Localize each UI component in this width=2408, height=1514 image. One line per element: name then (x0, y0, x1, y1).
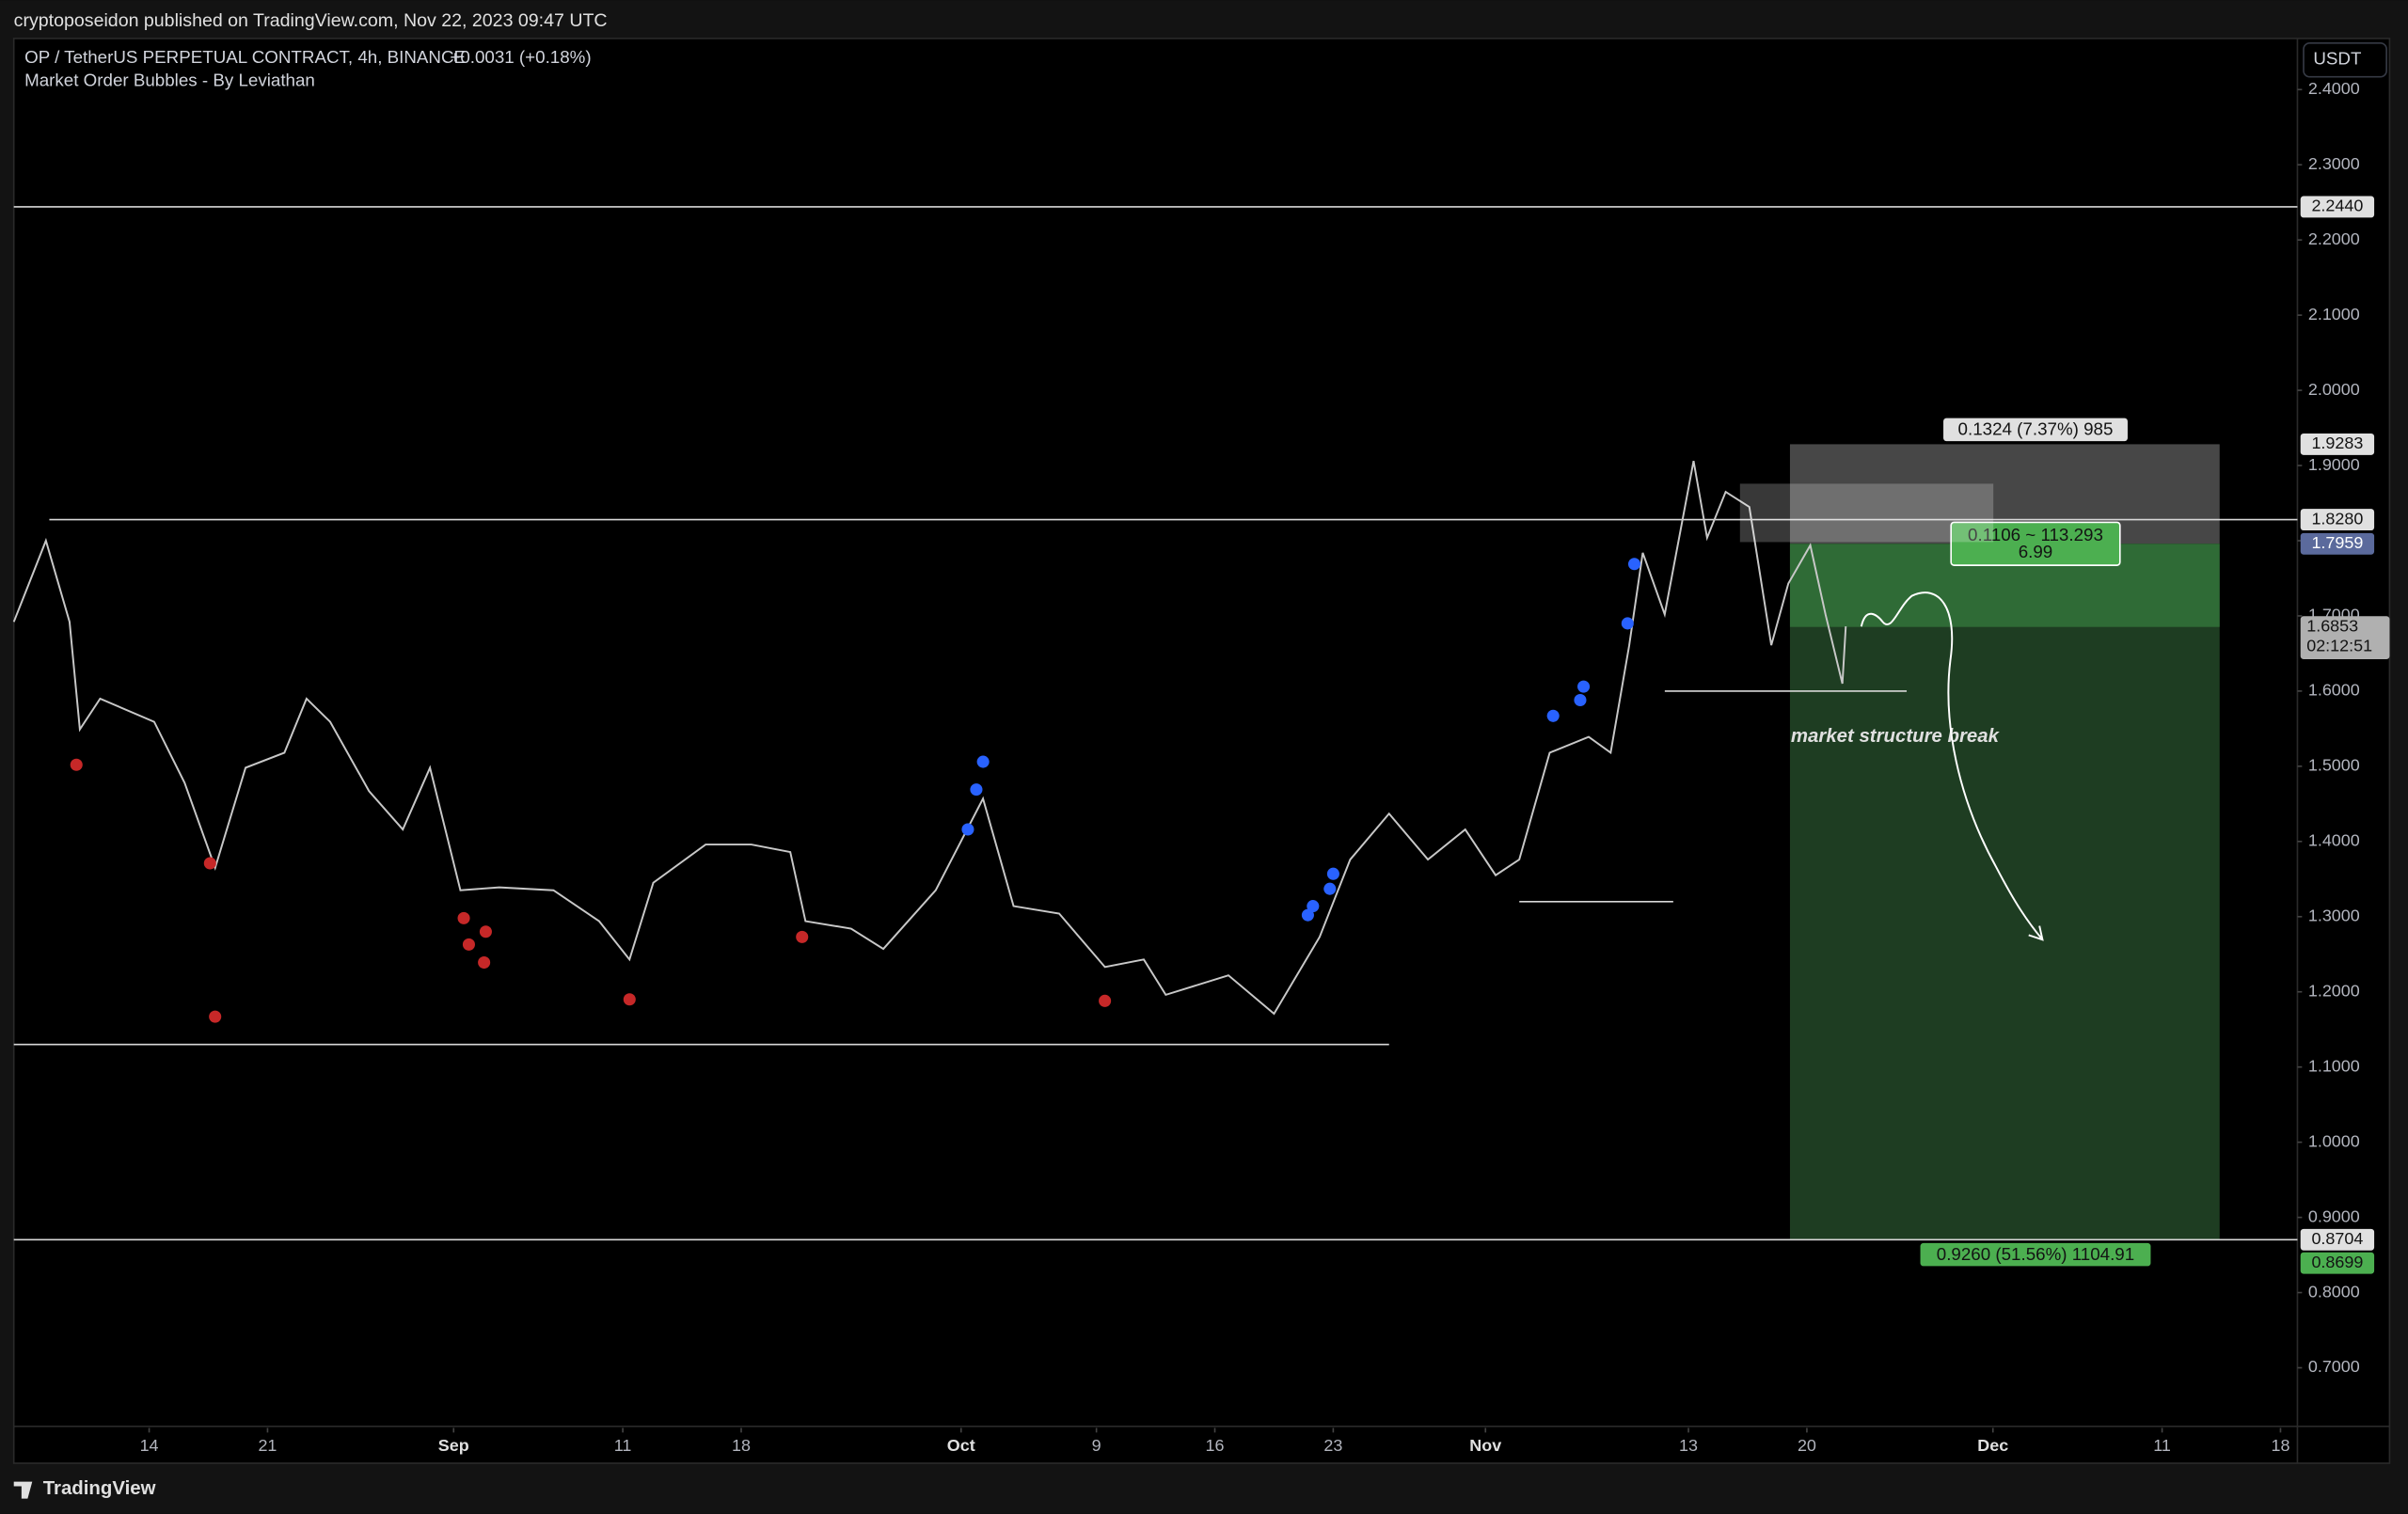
center-label: 6.99 (2019, 542, 2053, 561)
order-bubble (1099, 994, 1112, 1007)
x-tick-label: 20 (1798, 1436, 1816, 1455)
indicator-name: Market Order Bubbles - By Leviathan (24, 71, 315, 90)
brand-logo (13, 1481, 33, 1499)
y-tick-label: 0.7000 (2308, 1357, 2360, 1376)
order-bubble (462, 938, 475, 951)
order-bubble (1574, 693, 1587, 707)
brand: TradingView (43, 1478, 156, 1499)
x-tick-label: Oct (947, 1436, 975, 1455)
order-bubble (1577, 680, 1591, 693)
y-tick-label: 1.1000 (2308, 1056, 2360, 1075)
y-tick-label: 1.5000 (2308, 756, 2360, 775)
x-tick-label: 23 (1323, 1436, 1342, 1455)
order-bubble (623, 993, 636, 1006)
price-axis-label-box (2300, 196, 2375, 218)
symbol-title: OP / TetherUS PERPETUAL CONTRACT, 4h, BI… (24, 47, 466, 67)
order-bubble (209, 1010, 222, 1023)
x-tick-label: 18 (2271, 1436, 2289, 1455)
order-bubble (1326, 867, 1339, 880)
order-bubble (479, 925, 492, 938)
x-tick-label: 18 (732, 1436, 751, 1455)
publisher: cryptoposeidon published on TradingView.… (14, 10, 608, 31)
x-tick-label: Dec (1977, 1436, 2008, 1455)
y-tick-label: 1.9000 (2308, 455, 2360, 474)
price-axis-label: 1.8280 (2311, 509, 2363, 528)
order-bubble (203, 857, 216, 870)
order-bubble (976, 755, 990, 768)
last-price: 1.6853 (2306, 616, 2358, 635)
order-bubble (457, 911, 470, 924)
order-bubble (1301, 908, 1314, 922)
price-axis-label-box (2300, 1228, 2375, 1251)
price-axis-label-box (2300, 433, 2375, 455)
x-tick-label: 11 (614, 1436, 632, 1455)
countdown: 02:12:51 (2306, 637, 2372, 655)
y-tick-label: 2.4000 (2308, 79, 2360, 98)
y-tick-label: 1.0000 (2308, 1131, 2360, 1150)
y-tick-label: 1.6000 (2308, 681, 2360, 700)
profit-zone (1789, 544, 2220, 1240)
y-tick-label: 2.3000 (2308, 154, 2360, 173)
order-bubble (796, 930, 809, 943)
x-tick-label: 9 (1092, 1436, 1101, 1455)
center-label: 0.1106 ~ 113.293 (1968, 525, 2103, 544)
x-tick-label: 14 (140, 1436, 159, 1455)
order-bubble (961, 823, 974, 836)
y-tick-label: 1.2000 (2308, 981, 2360, 1000)
highlight-zone (1739, 483, 1994, 543)
annotation: market structure break (1791, 726, 2001, 747)
last-price-box (2300, 616, 2390, 659)
price-axis-label: 1.9283 (2311, 434, 2363, 452)
x-tick-label: 13 (1679, 1436, 1698, 1455)
y-tick-label: 2.0000 (2308, 380, 2360, 399)
order-bubble (1307, 900, 1320, 913)
price-axis-label: 0.8699 (2311, 1253, 2363, 1271)
currency[interactable]: USDT (2313, 49, 2362, 69)
price-axis-label: 2.2440 (2311, 197, 2363, 215)
y-tick-label: 2.1000 (2308, 305, 2360, 323)
stop-label: 0.1324 (7.37%) 985 (1958, 419, 2114, 439)
order-bubble (478, 956, 491, 970)
y-tick-label: 1.3000 (2308, 907, 2360, 925)
x-tick-label: Sep (438, 1436, 469, 1455)
center-label-box (1950, 521, 2121, 566)
order-bubble (1546, 709, 1560, 722)
plot: 0.7000 0.8000 0.9000 1.0000 1.1000 1.2000 1.30… (12, 79, 2390, 1455)
target-label-box (1920, 1242, 2151, 1267)
price-change: +0.0031 (+0.18%) (450, 47, 591, 67)
price-axis-label: 0.8704 (2311, 1229, 2363, 1248)
target-label: 0.9260 (51.56%) 1104.91 (1937, 1244, 2134, 1264)
currency-button[interactable] (2303, 42, 2387, 78)
price-axis-label: 1.7959 (2311, 533, 2363, 552)
drawn-arrow (1860, 591, 2044, 941)
stop-label-box (1943, 418, 2128, 442)
x-tick-label: 11 (2153, 1436, 2171, 1455)
order-bubble (70, 758, 83, 771)
order-bubble (970, 783, 983, 796)
x-tick-label: 16 (1206, 1436, 1225, 1455)
order-bubble (1323, 882, 1337, 895)
y-tick-label: 0.8000 (2308, 1282, 2360, 1301)
order-bubble (1621, 617, 1634, 630)
x-tick-label: Nov (1469, 1436, 1501, 1455)
y-tick-label: 1.4000 (2308, 831, 2360, 850)
price-axis-label-box (2300, 509, 2375, 531)
price-axis-label-box (2300, 532, 2375, 555)
price-axis-label-box (2300, 1252, 2375, 1274)
order-bubble (1627, 558, 1641, 571)
price-line (12, 461, 1847, 1016)
y-tick-label: 0.9000 (2308, 1206, 2360, 1225)
y-tick-label: 2.2000 (2308, 229, 2360, 248)
x-tick-label: 21 (258, 1436, 277, 1455)
